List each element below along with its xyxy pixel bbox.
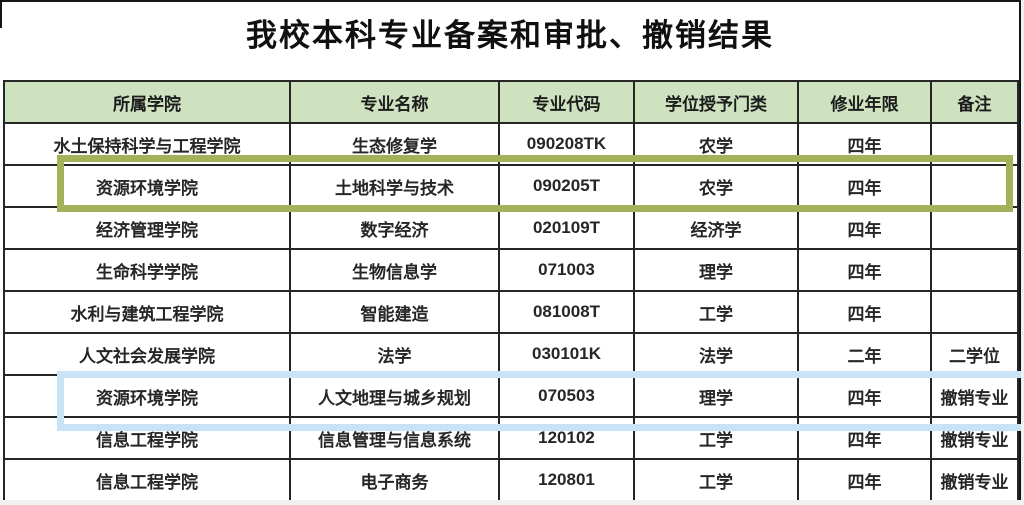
header-cell: 备注: [932, 82, 1019, 122]
table-cell: 四年: [799, 460, 932, 500]
table-cell: 工学: [635, 292, 799, 332]
table-cell: 生命科学学院: [5, 250, 291, 290]
table-cell: [932, 292, 1019, 332]
table-cell: 四年: [799, 124, 932, 164]
table-cell: 撤销专业: [932, 376, 1019, 416]
table-row: 信息工程学院 电子商务 120801 工学 四年 撤销专业: [5, 460, 1019, 502]
table-cell: 信息工程学院: [5, 460, 291, 500]
table-row: 水利与建筑工程学院 智能建造 081008T 工学 四年: [5, 292, 1019, 334]
table-cell: 081008T: [500, 292, 635, 332]
table-cell: 二年: [799, 334, 932, 374]
table-cell: 二学位: [932, 334, 1019, 374]
table-cell: 农学: [635, 124, 799, 164]
table-cell: 四年: [799, 208, 932, 248]
table-cell: 资源环境学院: [5, 166, 291, 206]
table-cell: 理学: [635, 376, 799, 416]
table-cell: 030101K: [500, 334, 635, 374]
table-cell: 撤销专业: [932, 460, 1019, 500]
table-cell: 120801: [500, 460, 635, 500]
table-cell: 090205T: [500, 166, 635, 206]
page-border-left: [0, 0, 2, 28]
table-cell: 四年: [799, 376, 932, 416]
table-row: 水土保持科学与工程学院 生态修复学 090208TK 农学 四年: [5, 124, 1019, 166]
table-cell: 071003: [500, 250, 635, 290]
table-cell: 020109T: [500, 208, 635, 248]
header-cell: 学位授予门类: [635, 82, 799, 122]
table-cell: [932, 166, 1019, 206]
table-cell: [932, 124, 1019, 164]
header-cell: 专业名称: [291, 82, 500, 122]
table-cell: 撤销专业: [932, 418, 1019, 458]
table-row: 信息工程学院 信息管理与信息系统 120102 工学 四年 撤销专业: [5, 418, 1019, 460]
bottom-margin: [0, 500, 1024, 505]
table-cell: 工学: [635, 418, 799, 458]
table-cell: 四年: [799, 250, 932, 290]
table-cell: 水利与建筑工程学院: [5, 292, 291, 332]
table-cell: 四年: [799, 166, 932, 206]
table-cell: 四年: [799, 292, 932, 332]
table-cell: 经济学: [635, 208, 799, 248]
table-cell: 信息工程学院: [5, 418, 291, 458]
table-cell: 资源环境学院: [5, 376, 291, 416]
table-cell: 法学: [635, 334, 799, 374]
page-border-right: [1019, 0, 1021, 500]
table-cell: 经济管理学院: [5, 208, 291, 248]
table-cell: [932, 250, 1019, 290]
page-title: 我校本科专业备案和审批、撤销结果: [246, 18, 774, 53]
table-cell: 生态修复学: [291, 124, 500, 164]
header-cell: 修业年限: [799, 82, 932, 122]
table-cell: 法学: [291, 334, 500, 374]
table-row: 资源环境学院 人文地理与城乡规划 070503 理学 四年 撤销专业: [5, 376, 1019, 418]
table-cell: 智能建造: [291, 292, 500, 332]
table-cell: 人文社会发展学院: [5, 334, 291, 374]
table-cell: 信息管理与信息系统: [291, 418, 500, 458]
table-cell: [932, 208, 1019, 248]
right-margin: [1021, 0, 1024, 505]
table-cell: 090208TK: [500, 124, 635, 164]
table-cell: 生物信息学: [291, 250, 500, 290]
table-row: 经济管理学院 数字经济 020109T 经济学 四年: [5, 208, 1019, 250]
table-cell: 电子商务: [291, 460, 500, 500]
page-border-top: [0, 0, 1021, 2]
header-cell: 专业代码: [500, 82, 635, 122]
table-cell: 070503: [500, 376, 635, 416]
table-cell: 人文地理与城乡规划: [291, 376, 500, 416]
table-cell: 水土保持科学与工程学院: [5, 124, 291, 164]
table-cell: 数字经济: [291, 208, 500, 248]
table-row: 资源环境学院 土地科学与技术 090205T 农学 四年: [5, 166, 1019, 208]
table-header-row: 所属学院 专业名称 专业代码 学位授予门类 修业年限 备注: [5, 82, 1019, 124]
table-row: 人文社会发展学院 法学 030101K 法学 二年 二学位: [5, 334, 1019, 376]
results-table: 所属学院 专业名称 专业代码 学位授予门类 修业年限 备注 水土保持科学与工程学院 生态修复学…: [3, 80, 1019, 502]
table-cell: 土地科学与技术: [291, 166, 500, 206]
table-cell: 120102: [500, 418, 635, 458]
table-row: 生命科学学院 生物信息学 071003 理学 四年: [5, 250, 1019, 292]
table-cell: 理学: [635, 250, 799, 290]
table-cell: 四年: [799, 418, 932, 458]
table-cell: 农学: [635, 166, 799, 206]
table-cell: 工学: [635, 460, 799, 500]
header-cell: 所属学院: [5, 82, 291, 122]
